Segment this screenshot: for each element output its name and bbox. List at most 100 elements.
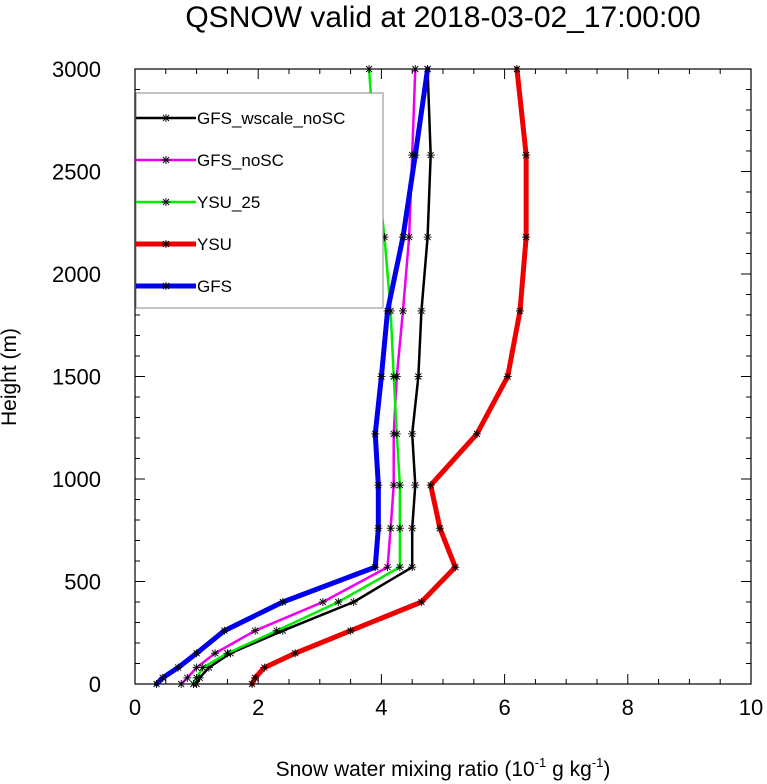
data-point-gfs-wscale-nosc bbox=[423, 233, 432, 242]
marker-stroke bbox=[504, 373, 511, 380]
y-tick-label: 1000 bbox=[52, 467, 101, 492]
marker-stroke bbox=[424, 233, 431, 241]
data-point-gfs-nosc bbox=[383, 563, 392, 572]
marker-stroke bbox=[193, 674, 200, 682]
marker-stroke bbox=[418, 598, 425, 606]
marker-stroke bbox=[251, 627, 259, 635]
marker-stroke bbox=[396, 481, 404, 489]
marker-stroke bbox=[319, 598, 327, 606]
data-point-ysu bbox=[435, 524, 444, 533]
legend-label-gfs: GFS bbox=[197, 277, 232, 296]
data-point-ysu bbox=[512, 65, 521, 73]
data-point-gfs bbox=[383, 306, 392, 315]
marker-stroke bbox=[221, 627, 228, 635]
data-point-gfs-wscale-nosc bbox=[204, 663, 213, 672]
marker-stroke bbox=[279, 598, 287, 606]
marker-stroke bbox=[522, 151, 530, 159]
marker-stroke bbox=[411, 481, 419, 489]
marker-stroke bbox=[162, 282, 170, 290]
data-point-ysu-25 bbox=[223, 649, 232, 658]
data-point-ysu-25 bbox=[334, 598, 343, 606]
data-point-ysu-25 bbox=[395, 524, 404, 533]
marker-stroke bbox=[190, 680, 197, 688]
data-point-ysu-25 bbox=[198, 663, 207, 672]
marker-stroke bbox=[378, 373, 385, 380]
data-point-gfs-nosc bbox=[398, 306, 407, 315]
marker-stroke bbox=[153, 680, 160, 688]
data-point-ysu bbox=[291, 649, 300, 658]
data-point-gfs-nosc bbox=[386, 524, 395, 533]
data-point-gfs bbox=[374, 524, 383, 533]
y-tick-label: 0 bbox=[89, 672, 101, 697]
x-tick-label: 8 bbox=[622, 695, 634, 720]
x-axis-label: Snow water mixing ratio (10-1 g kg-1) bbox=[276, 755, 611, 781]
data-point-gfs-wscale-nosc bbox=[408, 429, 417, 438]
marker-stroke bbox=[371, 430, 379, 438]
data-point-gfs-wscale-nosc bbox=[414, 372, 423, 381]
marker-stroke bbox=[211, 649, 219, 657]
marker-stroke bbox=[350, 598, 357, 606]
marker-stroke bbox=[516, 307, 524, 315]
marker-stroke bbox=[408, 524, 416, 532]
data-point-gfs bbox=[423, 65, 432, 73]
legend-item-gfs-nosc: GFS_noSC bbox=[136, 151, 284, 170]
marker-stroke bbox=[513, 65, 521, 73]
x-tick-label: 0 bbox=[129, 695, 141, 720]
data-point-ysu-25 bbox=[189, 680, 198, 688]
x-axis-ticks: 0 2 4 6 8 10 bbox=[129, 69, 763, 720]
data-point-gfs-wscale-nosc bbox=[408, 524, 417, 533]
legend-label-gfs-wscale-nosc: GFS_wscale_noSC bbox=[197, 109, 345, 128]
marker-stroke bbox=[375, 481, 382, 489]
x-axis-label-exponent-2: -1 bbox=[592, 755, 604, 770]
data-point-gfs-nosc bbox=[177, 680, 186, 688]
marker-stroke bbox=[396, 524, 404, 532]
x-axis-label-end: ) bbox=[603, 758, 610, 781]
legend-item-gfs: GFS bbox=[136, 277, 232, 296]
data-point-ysu bbox=[522, 233, 531, 242]
x-axis-label-middle: g kg bbox=[546, 758, 592, 781]
marker-stroke bbox=[418, 307, 425, 315]
data-point-gfs bbox=[377, 372, 386, 381]
data-point-gfs bbox=[158, 673, 167, 682]
legend-box bbox=[135, 92, 384, 309]
marker-stroke bbox=[390, 373, 398, 380]
data-point-ysu-25 bbox=[192, 673, 201, 682]
marker-stroke bbox=[408, 430, 416, 438]
marker-stroke bbox=[177, 680, 185, 688]
y-tick-label: 3000 bbox=[52, 57, 101, 82]
data-point-gfs bbox=[374, 481, 383, 490]
marker-stroke bbox=[408, 563, 416, 571]
data-point-gfs bbox=[411, 151, 420, 160]
marker-stroke bbox=[387, 524, 394, 532]
legend: GFS_wscale_noSC GFS_noSC YSU_25 YSU GFS bbox=[135, 92, 384, 309]
data-point-ysu bbox=[248, 680, 257, 688]
marker-stroke bbox=[384, 563, 391, 571]
data-point-ysu bbox=[451, 563, 460, 572]
legend-marker-gfs-wscale-nosc bbox=[162, 114, 170, 122]
data-point-gfs-nosc bbox=[251, 626, 260, 635]
data-point-gfs bbox=[278, 598, 287, 606]
marker-stroke bbox=[399, 307, 407, 315]
y-tick-label: 2500 bbox=[52, 160, 101, 185]
marker-stroke bbox=[162, 240, 170, 248]
marker-stroke bbox=[390, 481, 398, 489]
data-point-gfs-wscale-nosc bbox=[411, 481, 420, 490]
marker-stroke bbox=[393, 430, 401, 438]
data-point-ysu-25 bbox=[395, 481, 404, 490]
marker-stroke bbox=[205, 664, 213, 671]
data-point-gfs-wscale-nosc bbox=[408, 563, 417, 572]
series-gfs bbox=[152, 65, 432, 688]
data-point-ysu bbox=[522, 151, 531, 160]
x-tick-label: 6 bbox=[498, 695, 510, 720]
x-tick-label: 10 bbox=[739, 695, 763, 720]
legend-label-gfs-nosc: GFS_noSC bbox=[197, 151, 284, 170]
marker-stroke bbox=[251, 674, 259, 682]
x-axis-label-exponent-1: -1 bbox=[535, 755, 547, 770]
marker-stroke bbox=[365, 65, 373, 73]
x-tick-label: 4 bbox=[375, 695, 387, 720]
data-point-ysu bbox=[472, 429, 481, 438]
data-point-gfs bbox=[371, 563, 380, 572]
marker-stroke bbox=[405, 233, 413, 241]
data-point-gfs bbox=[192, 649, 201, 658]
